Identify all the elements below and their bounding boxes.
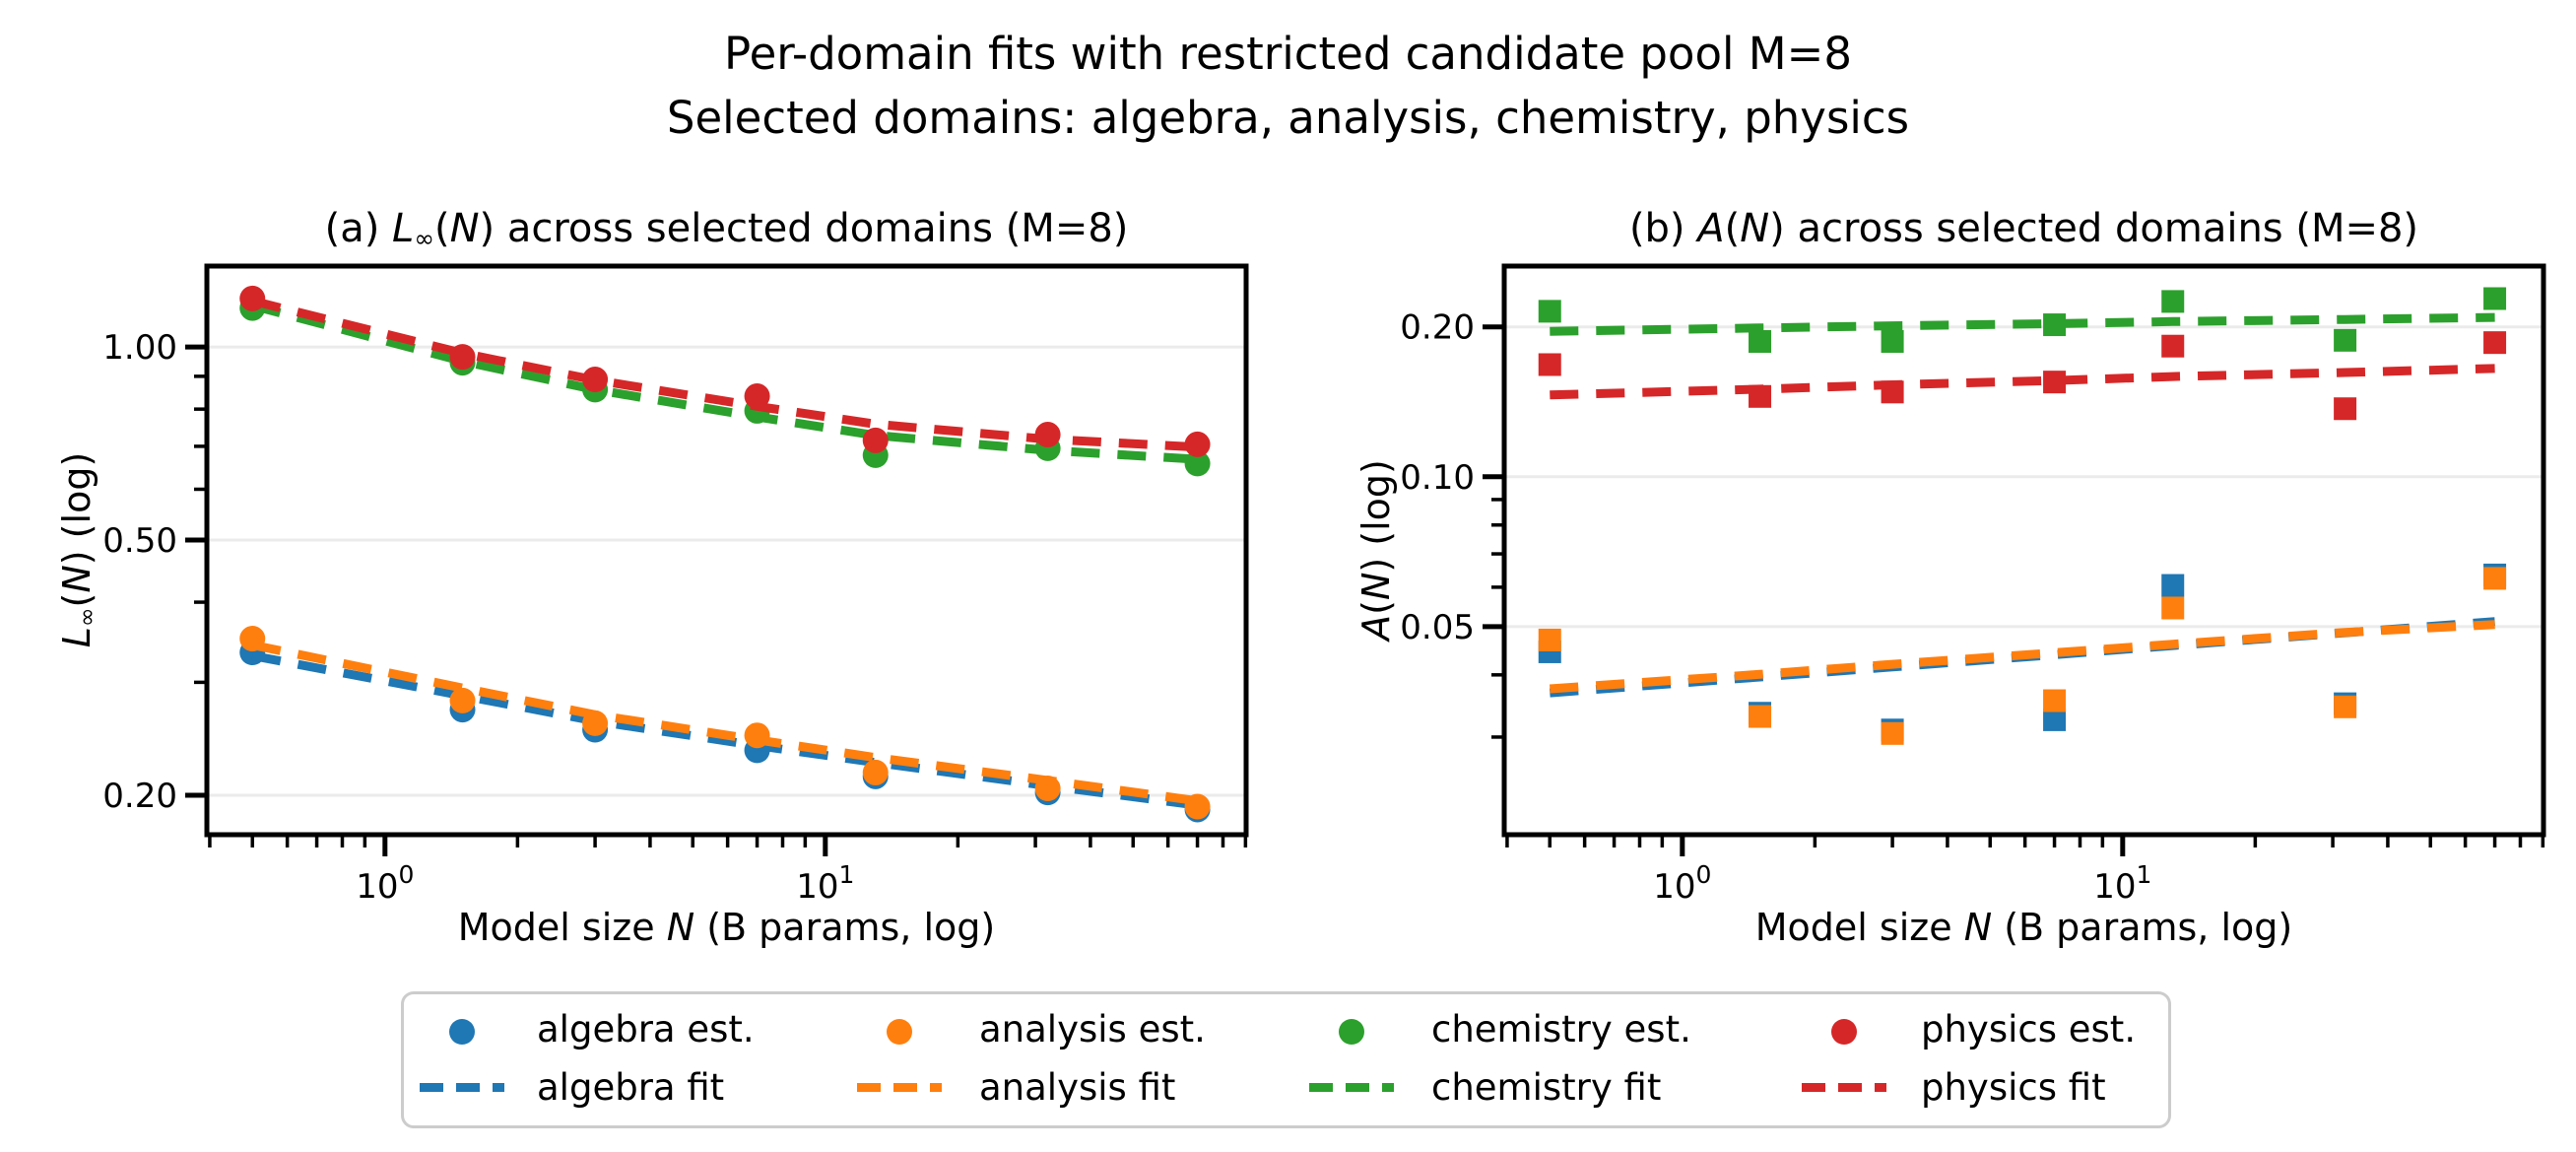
chemistry-fit-marker-icon — [1309, 1083, 1394, 1092]
data-point-physics — [1538, 353, 1561, 376]
data-point-chemistry — [2043, 313, 2067, 337]
axes-spines — [1501, 263, 2546, 838]
x-tick-label: 100 — [356, 860, 414, 907]
data-point-chemistry — [2161, 290, 2185, 313]
data-point-chemistry — [2483, 287, 2507, 310]
data-point-analysis — [449, 687, 476, 713]
figure-title-line1: Per-domain fits with restricted candidat… — [724, 28, 1852, 80]
x-tick-label: 100 — [1653, 860, 1711, 907]
y-tick-label: 0.50 — [102, 521, 177, 561]
chemistry-est-marker-icon — [1339, 1019, 1364, 1045]
analysis-fit-marker-icon — [857, 1083, 942, 1092]
legend-label-chemistry-est: chemistry est. — [1431, 1008, 1691, 1050]
panel-b-xlabel: Model size N (B params, log) — [1504, 908, 2543, 947]
y-tick-label: 1.00 — [102, 328, 177, 368]
series-chemistry-points — [239, 295, 1211, 477]
data-point-physics — [2334, 397, 2357, 421]
panel-a-title: (a) L∞(N) across selected domains (M=8) — [207, 207, 1246, 260]
series-analysis-points — [239, 626, 1211, 820]
data-point-physics — [744, 383, 770, 410]
legend-label-algebra-est: algebra est. — [537, 1008, 755, 1050]
data-point-analysis — [2043, 689, 2067, 712]
y-tick-label: 0.10 — [1400, 458, 1475, 498]
legend-label-chemistry-fit: chemistry fit — [1431, 1066, 1662, 1109]
panel-b-title-paren: ( — [1724, 206, 1741, 251]
panel-a-title-paren: ( — [433, 206, 450, 251]
panel-a-xlabel-rest: (B params, log) — [694, 906, 996, 949]
series-chemistry-fit-line — [251, 301, 1198, 464]
series-physics-points — [239, 285, 1211, 457]
data-point-analysis — [1538, 628, 1561, 651]
panel-b-title-rest: ) across selected domains (M=8) — [1769, 206, 2419, 251]
figure-title-line2: Selected domains: algebra, analysis, che… — [666, 92, 1910, 144]
legend-label-analysis-est: analysis est. — [979, 1008, 1206, 1050]
panel-b-xlabel-text: Model size — [1754, 906, 1964, 949]
data-point-analysis — [2483, 567, 2507, 590]
panel-b-title-text: (b) — [1628, 206, 1698, 251]
panel-b-title-arg: N — [1740, 206, 1770, 251]
panel-b: 100 101 0.20 0.10 0.05 — [1400, 263, 2546, 907]
data-point-physics — [2161, 334, 2185, 358]
y-tick-label: 0.05 — [1400, 608, 1475, 647]
data-point-chemistry — [1749, 329, 1772, 353]
data-point-analysis — [862, 759, 889, 785]
data-point-physics — [2483, 331, 2507, 355]
series-analysis-fit-line — [1549, 620, 2495, 694]
figure-title: Per-domain fits with restricted candidat… — [0, 22, 2576, 150]
data-point-algebra — [2161, 574, 2185, 597]
data-point-chemistry — [1881, 329, 1904, 353]
series-chemistry-fit-line — [1550, 312, 2495, 336]
series-physics-fit-line — [251, 296, 1198, 452]
y-tick-label: 0.20 — [1400, 308, 1475, 348]
panel-b-xlabel-var: N — [1963, 906, 1993, 949]
data-point-analysis — [1749, 705, 1772, 728]
data-point-chemistry — [1538, 300, 1561, 323]
y-tick-label: 0.20 — [102, 777, 177, 816]
legend-label-algebra-fit: algebra fit — [537, 1066, 725, 1109]
analysis-est-marker-icon — [887, 1019, 912, 1045]
legend-box: algebra est. algebra fit analysis est. anal… — [401, 991, 2171, 1128]
panel-a-title-var: L — [392, 206, 415, 251]
series-physics-fit-line — [1550, 364, 2495, 400]
axes-spines — [204, 263, 1249, 838]
panel-a-title-arg: N — [449, 206, 480, 251]
algebra-fit-marker-icon — [420, 1083, 504, 1092]
series-analysis-fit-line — [251, 641, 1199, 806]
panel-b-title-var: A — [1697, 206, 1725, 251]
panel-b-title: (b) A(N) across selected domains (M=8) — [1504, 207, 2543, 250]
panel-a-xlabel-var: N — [666, 906, 695, 949]
x-tick-label: 101 — [796, 860, 854, 907]
panel-a: 100 101 1.00 0.50 0.20 — [102, 263, 1249, 907]
legend-label-physics-est: physics est. — [1921, 1008, 2137, 1050]
data-point-analysis — [2334, 695, 2357, 718]
series-chemistry-points — [1538, 287, 2507, 353]
data-point-analysis — [1881, 721, 1904, 745]
panel-a-title-rest: ) across selected domains (M=8) — [479, 206, 1129, 251]
data-point-chemistry — [2334, 328, 2357, 352]
physics-est-marker-icon — [1831, 1019, 1857, 1045]
panel-a-xlabel-text: Model size — [457, 906, 667, 949]
legend-label-physics-fit: physics fit — [1921, 1066, 2106, 1109]
physics-fit-marker-icon — [1802, 1083, 1886, 1092]
legend-label-analysis-fit: analysis fit — [979, 1066, 1176, 1109]
x-tick-label: 101 — [2093, 860, 2151, 907]
series-physics-points — [1538, 331, 2507, 421]
data-point-algebra — [2043, 708, 2067, 731]
panel-b-xlabel-rest: (B params, log) — [1992, 906, 2293, 949]
data-point-analysis — [2161, 596, 2185, 620]
panel-a-title-text: (a) — [324, 206, 393, 251]
series-analysis-points — [1538, 567, 2507, 745]
panel-a-title-sub: ∞ — [414, 224, 434, 253]
algebra-est-marker-icon — [449, 1019, 475, 1045]
panel-a-xlabel: Model size N (B params, log) — [207, 908, 1246, 947]
data-point-physics — [862, 427, 889, 453]
